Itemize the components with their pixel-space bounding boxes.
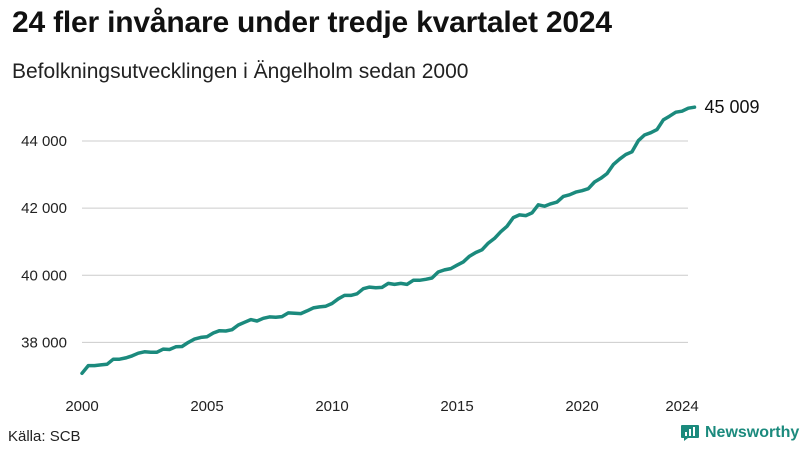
x-tick-label: 2015 xyxy=(440,398,473,415)
x-tick-label: 2000 xyxy=(65,398,98,415)
y-tick-label: 38 000 xyxy=(21,334,67,351)
x-axis-ticks: 2000 2005 2010 2015 2020 2024 xyxy=(65,398,698,415)
y-tick-label: 42 000 xyxy=(21,200,67,217)
chart-subtitle: Befolkningsutvecklingen i Ängelholm seda… xyxy=(12,60,469,83)
newsworthy-logo-icon xyxy=(681,425,699,441)
end-value-label: 45 009 xyxy=(705,97,760,117)
x-tick-label: 2024 xyxy=(665,398,698,415)
y-tick-label: 40 000 xyxy=(21,267,67,284)
x-tick-label: 2020 xyxy=(565,398,598,415)
x-tick-label: 2005 xyxy=(190,398,223,415)
gridlines xyxy=(82,140,688,343)
y-tick-label: 44 000 xyxy=(21,133,67,150)
brand-logo: Newsworthy xyxy=(680,424,799,442)
x-tick-label: 2010 xyxy=(315,398,348,415)
source-note: Källa: SCB xyxy=(8,428,81,445)
chart-title: 24 fler invånare under tredje kvartalet … xyxy=(12,6,612,39)
brand-name: Newsworthy xyxy=(705,424,800,441)
y-axis-ticks: 38 000 40 000 42 000 44 000 xyxy=(21,133,67,351)
data-labels: 45 009 xyxy=(705,97,760,117)
series-layer xyxy=(80,105,697,376)
series-line xyxy=(80,105,697,376)
